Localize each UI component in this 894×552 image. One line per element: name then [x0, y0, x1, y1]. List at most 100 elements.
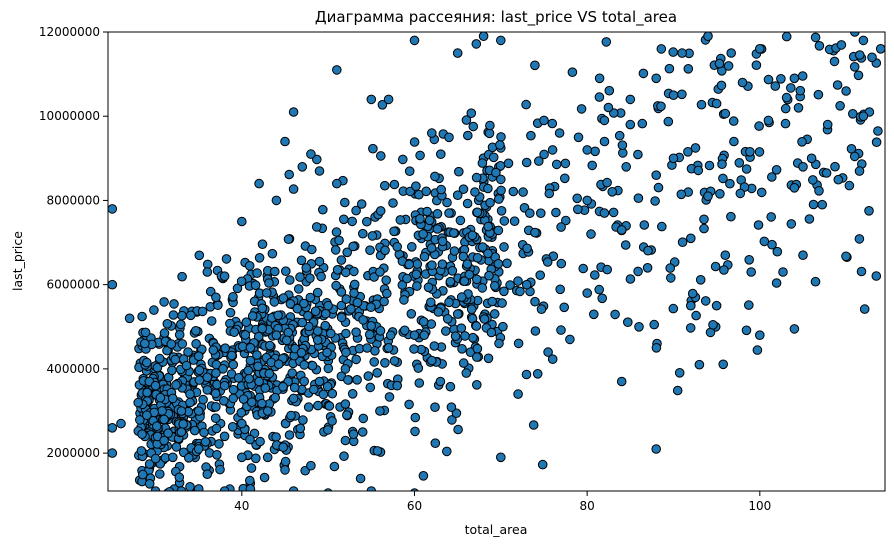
data-point	[205, 302, 216, 312]
data-point	[421, 186, 432, 197]
data-point	[677, 237, 688, 247]
data-point	[219, 396, 229, 406]
data-point	[330, 245, 341, 255]
data-point	[763, 115, 774, 126]
data-point	[324, 401, 335, 411]
data-point	[555, 284, 566, 295]
data-point	[142, 357, 152, 368]
data-point	[155, 392, 166, 403]
data-point	[197, 306, 208, 317]
data-point	[389, 356, 400, 366]
data-point	[159, 297, 169, 307]
data-point	[336, 300, 347, 311]
data-point	[364, 329, 375, 340]
data-point	[551, 159, 562, 170]
data-point	[289, 382, 300, 393]
data-point	[495, 161, 506, 171]
data-point	[318, 389, 329, 400]
y-axis-label: last_price	[10, 231, 25, 291]
data-point	[483, 183, 493, 194]
data-point	[343, 375, 353, 385]
data-point	[695, 275, 706, 285]
data-point	[590, 146, 600, 157]
data-point	[778, 267, 788, 277]
data-point	[357, 427, 368, 437]
data-point	[556, 258, 567, 269]
data-point	[437, 259, 448, 270]
data-point	[767, 172, 777, 182]
data-point	[450, 331, 461, 342]
data-point	[281, 335, 292, 346]
data-point	[763, 74, 774, 85]
data-point	[589, 309, 599, 320]
data-point	[471, 39, 482, 49]
data-point	[599, 208, 610, 218]
data-point	[683, 147, 693, 157]
data-point	[233, 373, 244, 383]
data-point	[436, 184, 447, 195]
data-point	[257, 239, 268, 249]
data-point	[714, 58, 725, 69]
data-point	[776, 74, 786, 84]
data-point	[810, 276, 821, 287]
data-point	[442, 446, 452, 457]
data-point	[522, 243, 532, 254]
data-point	[472, 207, 483, 218]
data-point	[307, 360, 318, 371]
data-point	[305, 292, 316, 303]
data-point	[137, 429, 147, 440]
data-point	[252, 268, 262, 278]
data-point	[316, 271, 326, 282]
data-point	[347, 216, 358, 227]
data-point	[186, 310, 196, 321]
data-point	[607, 187, 618, 197]
data-point	[211, 423, 222, 434]
data-point	[604, 85, 615, 96]
data-point	[299, 298, 309, 309]
data-point	[741, 164, 752, 174]
data-point	[271, 195, 282, 206]
data-point	[718, 173, 728, 184]
data-point	[202, 469, 213, 480]
data-point	[544, 188, 555, 199]
data-point	[616, 225, 627, 235]
data-point	[176, 319, 186, 330]
data-point	[822, 119, 833, 130]
data-point	[873, 126, 883, 136]
data-point	[193, 444, 204, 454]
data-point	[237, 341, 248, 352]
data-point	[429, 341, 440, 351]
data-point	[539, 149, 549, 160]
data-point	[534, 156, 544, 166]
data-point	[366, 486, 377, 491]
data-point	[813, 89, 824, 100]
data-point	[537, 459, 548, 470]
data-point	[814, 186, 824, 196]
data-point	[312, 335, 323, 345]
data-point	[625, 94, 636, 105]
data-point	[323, 488, 333, 491]
y-tick-label: 4000000	[47, 362, 100, 376]
data-point	[349, 266, 359, 277]
x-tick-label: 60	[407, 499, 422, 513]
data-point	[573, 204, 583, 215]
data-point	[283, 234, 294, 244]
data-point	[496, 35, 506, 46]
data-point	[410, 412, 421, 423]
data-point	[184, 453, 194, 463]
data-point	[686, 300, 696, 311]
data-point	[442, 197, 452, 208]
data-point	[650, 196, 660, 206]
data-point	[342, 247, 353, 258]
data-point	[456, 292, 467, 302]
data-point	[493, 225, 504, 236]
data-point	[623, 317, 633, 328]
data-point	[535, 270, 546, 281]
data-point	[489, 309, 500, 319]
data-point	[663, 116, 674, 127]
data-point	[410, 426, 420, 437]
data-point	[377, 100, 388, 110]
data-point	[444, 297, 454, 308]
data-point	[269, 297, 280, 307]
data-point	[166, 339, 177, 349]
